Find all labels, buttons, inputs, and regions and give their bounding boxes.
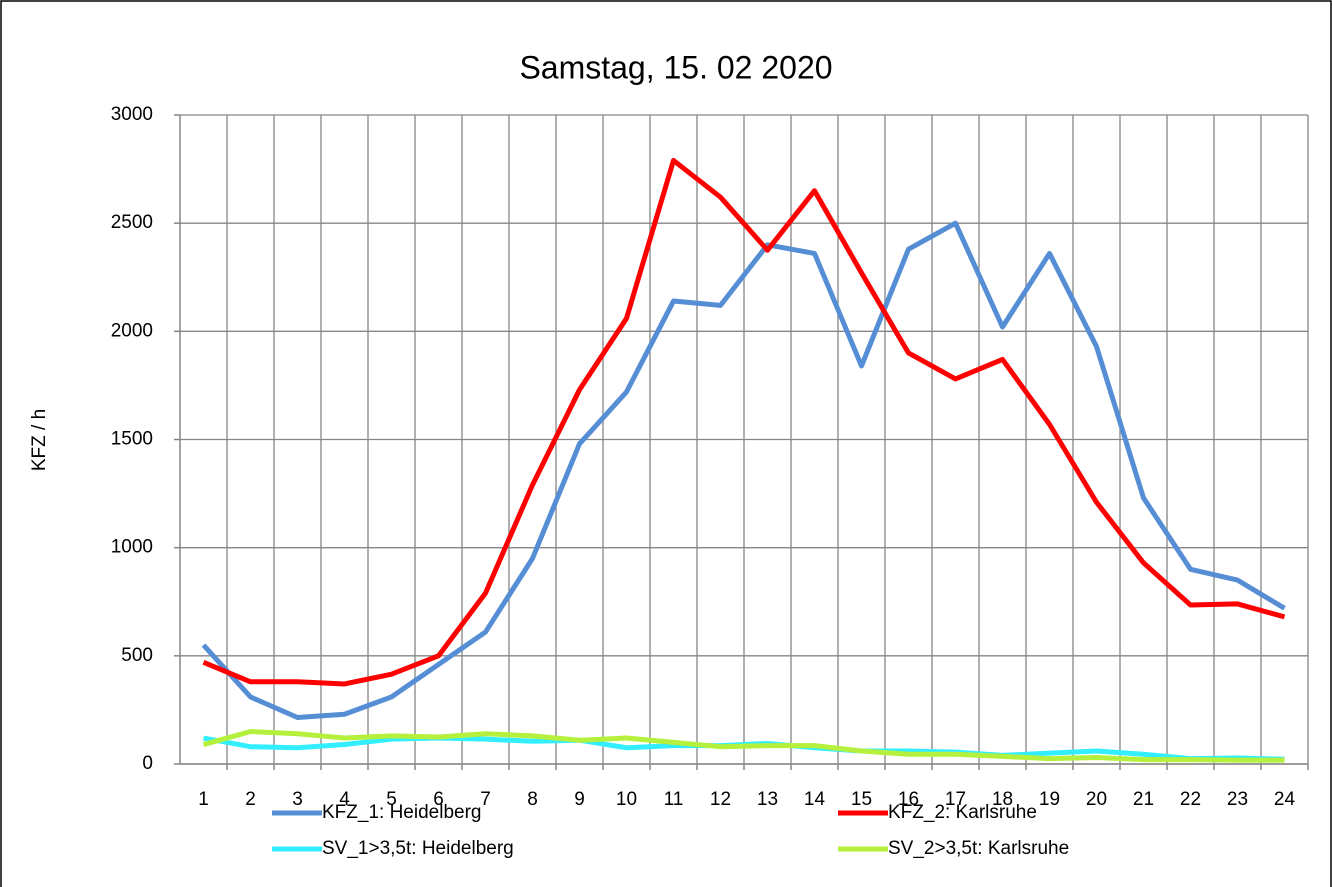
x-tick-label: 8 [527, 789, 538, 810]
x-tick-label: 15 [851, 789, 872, 810]
x-tick-label: 4 [339, 789, 350, 810]
x-tick-label: 21 [1133, 789, 1154, 810]
x-tick-label: 16 [898, 789, 919, 810]
x-tick-label: 1 [198, 789, 209, 810]
legend-label: SV_1>3,5t: Heidelberg [322, 838, 514, 859]
series-line [202, 157, 1286, 687]
x-tick-label: 2 [245, 789, 256, 810]
y-tick-label: 500 [121, 645, 153, 666]
legend-label: SV_2>3,5t: Karlsruhe [888, 838, 1069, 859]
x-tick-label: 12 [710, 789, 731, 810]
x-tick-label: 13 [757, 789, 778, 810]
y-tick-label: 3000 [111, 104, 153, 125]
x-tick-label: 3 [292, 789, 303, 810]
x-tick-label: 6 [433, 789, 444, 810]
y-axis-label: KFZ / h [29, 409, 50, 471]
legend-label: KFZ_1: Heidelberg [322, 802, 481, 823]
x-tick-label: 18 [992, 789, 1013, 810]
y-tick-label: 2000 [111, 320, 153, 341]
x-tick-label: 5 [386, 789, 397, 810]
y-tick-label: 1500 [111, 429, 153, 450]
y-tick-label: 0 [142, 753, 153, 774]
x-tick-label: 11 [664, 789, 684, 810]
x-tick-label: 17 [945, 789, 966, 810]
x-tick-label: 10 [616, 789, 637, 810]
legend-label: KFZ_2: Karlsruhe [888, 802, 1037, 823]
series-line [202, 729, 1285, 763]
x-tick-label: 23 [1227, 789, 1248, 810]
x-tick-label: 7 [480, 789, 491, 810]
x-tick-label: 24 [1274, 789, 1296, 810]
series-line [201, 220, 1286, 720]
x-tick-label: 9 [574, 789, 585, 810]
x-tick-label: 22 [1180, 789, 1201, 810]
chart-title: Samstag, 15. 02 2020 [519, 49, 832, 85]
x-tick-label: 19 [1039, 789, 1060, 810]
y-tick-label: 2500 [111, 212, 153, 233]
x-tick-label: 20 [1086, 789, 1107, 810]
x-tick-label: 14 [804, 789, 826, 810]
y-tick-label: 1000 [111, 537, 153, 558]
